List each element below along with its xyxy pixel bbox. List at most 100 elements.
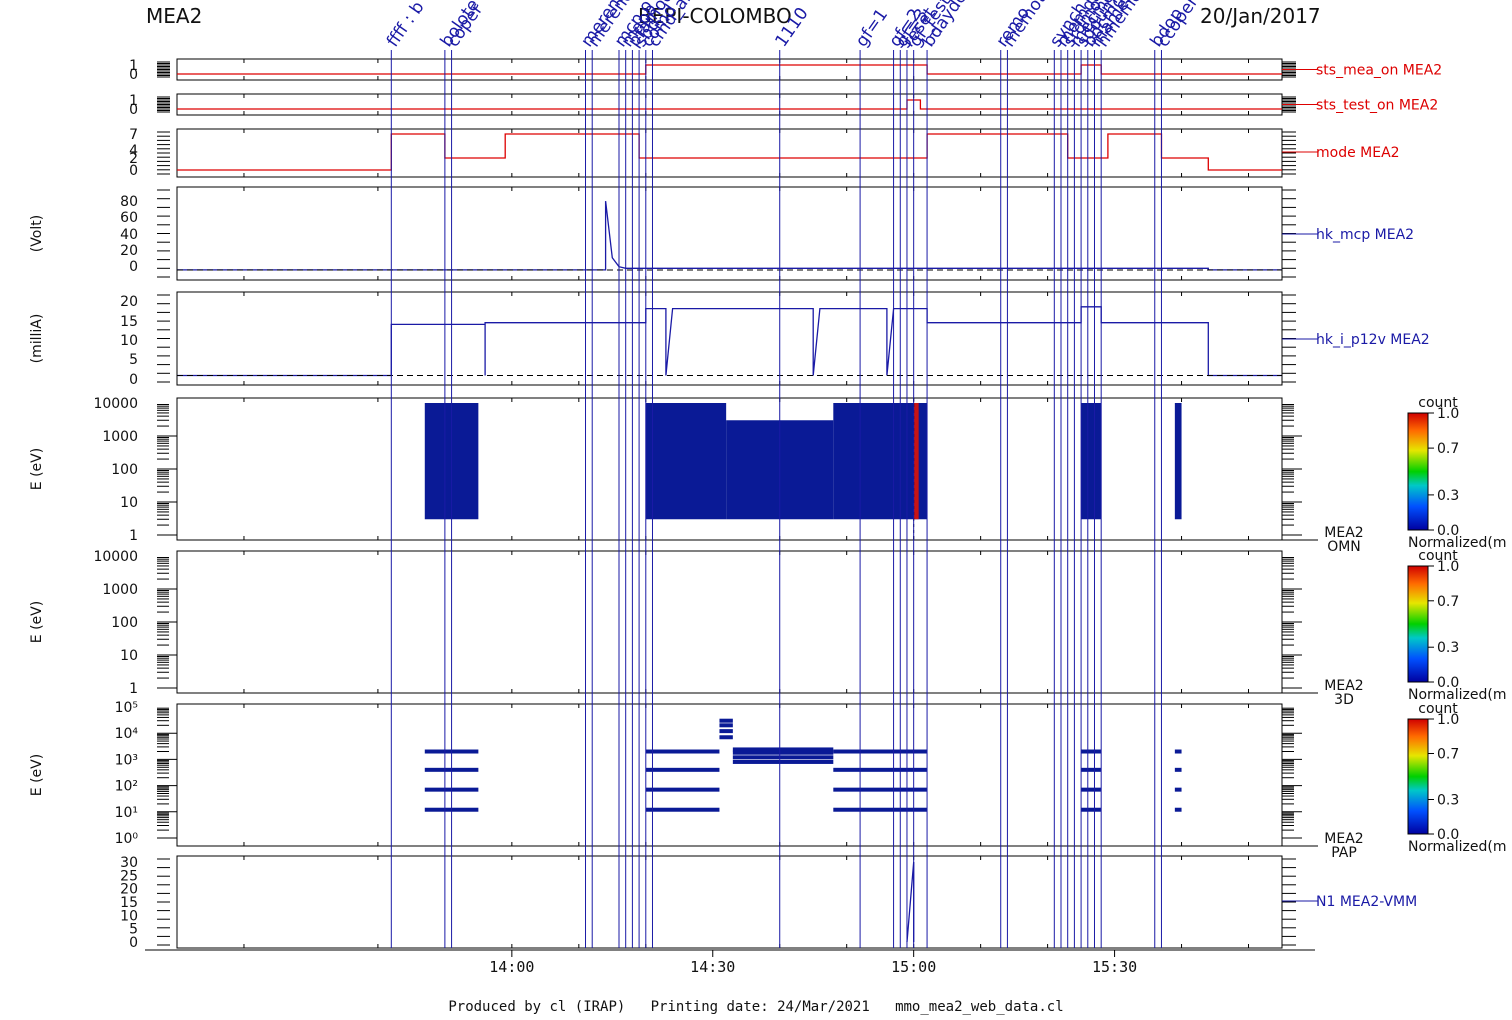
colorbar-tick-label: 0.3 <box>1437 793 1459 809</box>
colorbars: count1.00.70.30.0Normalized(mcount1.00.7… <box>1407 395 1507 855</box>
panel-frame-hk_mcp <box>176 186 1283 281</box>
energy-band <box>645 767 720 772</box>
event-label: 1110 <box>771 4 812 51</box>
panel-label-sts_test_on: sts_test_on MEA2 <box>1316 98 1438 114</box>
y-axis-label: E (eV) <box>29 601 45 643</box>
y-tick-label: 7 <box>129 127 138 143</box>
y-tick-label: 1 <box>129 58 138 74</box>
energy-band <box>833 767 928 772</box>
y-tick-label: 1000 <box>102 429 138 445</box>
energy-band <box>645 807 720 812</box>
energy-band <box>719 729 733 734</box>
time-tick-label: 15:30 <box>1092 958 1137 976</box>
y-tick-label: 0 <box>129 102 138 118</box>
instrument-title: MEA2 <box>146 4 203 28</box>
energy-band <box>732 750 834 755</box>
heatmap-cell <box>1081 403 1102 520</box>
heatmap-cell <box>833 403 928 520</box>
y-axis-label: (milliA) <box>29 314 45 364</box>
y-tick-label: 10000 <box>93 549 138 565</box>
colorbar-tick-label: 0.7 <box>1437 441 1459 457</box>
colorbar-footer: Normalized(m <box>1408 535 1507 551</box>
y-tick-label: 0 <box>129 67 138 83</box>
y-axis-label: E (eV) <box>29 448 45 490</box>
energy-band <box>732 747 834 752</box>
y-tick-label: 10⁴ <box>115 726 139 742</box>
time-tick-label: 14:00 <box>489 958 534 976</box>
colorbar <box>1407 718 1429 835</box>
time-tick-label: 15:00 <box>891 958 936 976</box>
y-tick-label: 25 <box>120 868 138 884</box>
colorbar-title: count <box>1418 395 1458 411</box>
series-mode <box>177 133 1282 171</box>
y-tick-label: 40 <box>120 227 138 243</box>
y-tick-label: 0 <box>129 259 138 275</box>
y-tick-label: 20 <box>120 294 138 310</box>
colorbar-tick-label: 0.3 <box>1437 488 1459 504</box>
colorbar-tick-label: 0.3 <box>1437 640 1459 656</box>
panel-label-omn-sub: OMN <box>1327 539 1361 555</box>
y-tick-label: 80 <box>120 194 138 210</box>
y-tick-label: 100 <box>111 615 138 631</box>
energy-band <box>732 759 834 764</box>
y-tick-label: 20 <box>120 243 138 259</box>
panel-label-omn: MEA2 <box>1324 525 1363 541</box>
y-tick-label: 15 <box>120 314 138 330</box>
y-tick-label: 1000 <box>102 582 138 598</box>
y-tick-label: 60 <box>120 210 138 226</box>
y-axis-label: (Volt) <box>29 215 45 252</box>
y-tick-label: 10 <box>120 648 138 664</box>
y-tick-label: 10000 <box>93 396 138 412</box>
panel-frame-hk_i_p12v <box>176 291 1283 386</box>
energy-band <box>1081 767 1102 772</box>
panel-label-3d-sub: 3D <box>1334 692 1354 708</box>
colorbar-tick-label: 0.7 <box>1437 747 1459 763</box>
y-tick-label: 1 <box>129 93 138 109</box>
y-tick-label: 20 <box>120 882 138 898</box>
y-tick-label: 10⁰ <box>115 831 139 847</box>
y-tick-label: 1 <box>129 528 138 544</box>
y-tick-label: 15 <box>120 895 138 911</box>
energy-band <box>1081 749 1102 754</box>
energy-band <box>833 807 928 812</box>
energy-band <box>719 735 733 740</box>
colorbar-tick-label: 1.0 <box>1437 712 1459 728</box>
heatmap-cell <box>1174 403 1182 520</box>
panel-label-hk_mcp: hk_mcp MEA2 <box>1316 227 1414 243</box>
energy-band <box>645 749 720 754</box>
energy-band <box>719 723 733 728</box>
energy-band <box>1174 787 1182 792</box>
colorbar-title: count <box>1418 701 1458 717</box>
energy-band <box>732 755 834 760</box>
panel-frame-sts_test_on <box>176 93 1283 116</box>
energy-band <box>1081 787 1102 792</box>
y-tick-label: 100 <box>111 462 138 478</box>
panel-frame-sts_mea_on <box>176 58 1283 81</box>
series-sts_mea_on <box>177 64 1282 75</box>
panel-frame-pap <box>176 703 1283 847</box>
event-label: ffff : b <box>383 0 429 51</box>
colorbar-tick-label: 0.7 <box>1437 594 1459 610</box>
energy-band <box>1174 807 1182 812</box>
energy-band <box>1174 749 1182 754</box>
energy-band <box>1174 767 1182 772</box>
time-tick-label: 14:30 <box>690 958 735 976</box>
y-tick-label: 10 <box>120 495 138 511</box>
panel-label-hk_i_p12v: hk_i_p12v MEA2 <box>1316 332 1430 348</box>
colorbar <box>1407 565 1429 683</box>
y-tick-label: 0 <box>129 935 138 951</box>
event-label: gf=1 <box>852 5 892 51</box>
y-tick-label: 1 <box>129 681 138 697</box>
panel-label-sts_mea_on: sts_mea_on MEA2 <box>1316 63 1442 79</box>
colorbar-tick-label: 0.0 <box>1437 675 1459 691</box>
colorbar-footer: Normalized(m <box>1408 839 1507 855</box>
colorbar-tick-label: 1.0 <box>1437 406 1459 422</box>
panel-label-pap: MEA2 <box>1324 831 1363 847</box>
y-tick-label: 2 <box>129 151 138 167</box>
panel-label-n1: N1 MEA2-VMM <box>1316 894 1417 910</box>
y-tick-label: 30 <box>120 855 138 871</box>
panel-label-pap-sub: PAP <box>1331 845 1357 861</box>
y-tick-label: 0 <box>129 163 138 179</box>
y-tick-label: 10³ <box>115 752 138 768</box>
